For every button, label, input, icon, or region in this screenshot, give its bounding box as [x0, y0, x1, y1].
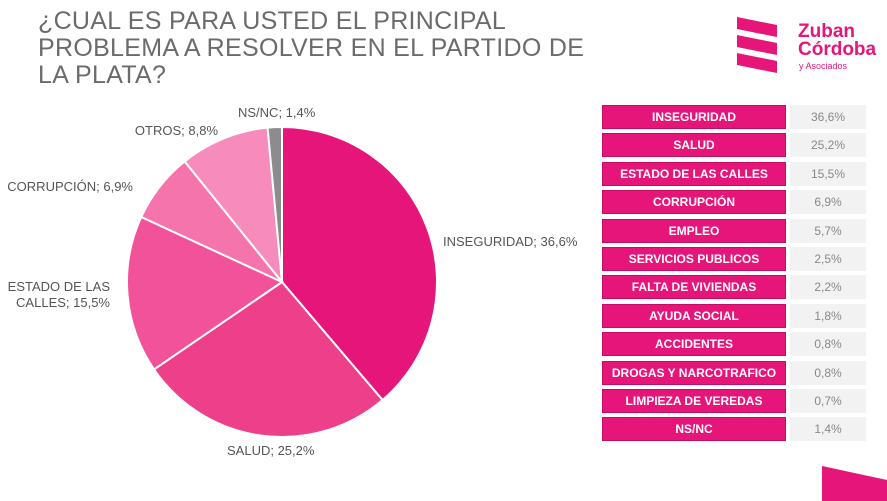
- pie-slice-estado-de-las-calles: [126, 215, 285, 371]
- table-row: NS/NC 1,4%: [602, 417, 866, 442]
- table-row: DROGAS Y NARCOTRAFICO 0,8%: [602, 360, 866, 385]
- corner-decoration: [822, 466, 887, 501]
- zuban-cordoba-logo: Zuban Córdoba y Asociados: [737, 17, 877, 77]
- table-row-value: 0,8%: [790, 360, 866, 385]
- logo-mark-icon: [737, 17, 777, 73]
- logo-line-3: y Asociados: [799, 61, 848, 71]
- table-row-label: DROGAS Y NARCOTRAFICO: [602, 360, 786, 385]
- pie-slice-inseguridad: [281, 125, 438, 402]
- table-row-label: INSEGURIDAD: [602, 105, 786, 129]
- table-row-label: LIMPIEZA DE VEREDAS: [602, 388, 786, 413]
- page-title: ¿CUAL ES PARA USTED EL PRINCIPAL PROBLEM…: [38, 7, 585, 89]
- table-row: INSEGURIDAD 36,6%: [602, 105, 866, 129]
- pie-slice-otros: [183, 126, 284, 286]
- table-row: SERVICIOS PUBLICOS 2,5%: [602, 246, 866, 271]
- table-row-label: NS/NC: [602, 417, 786, 442]
- table-row-value: 25,2%: [790, 133, 866, 158]
- logo-line-2: Córdoba: [798, 39, 877, 60]
- table-row-label: FALTA DE VIVIENDAS: [602, 275, 786, 300]
- table-row-label: EMPLEO: [602, 218, 786, 243]
- table-row-value: 0,8%: [790, 332, 866, 357]
- pie-label: SALUD; 25,2%: [227, 443, 315, 458]
- table-row-label: SERVICIOS PUBLICOS: [602, 246, 786, 271]
- results-table: INSEGURIDAD 36,6% SALUD 25,2% ESTADO DE LAS …: [602, 105, 866, 446]
- logo-line-1: Zuban: [798, 21, 855, 42]
- pie-label: CORRUPCIÓN; 6,9%: [7, 179, 133, 194]
- pie-label: INSEGURIDAD; 36,6%: [443, 234, 578, 249]
- pie-slice-ns-nc: [266, 125, 283, 283]
- table-row-label: AYUDA SOCIAL: [602, 303, 786, 328]
- table-row-value: 2,2%: [790, 275, 866, 300]
- table-row-value: 2,5%: [790, 246, 866, 271]
- table-row-label: SALUD: [602, 133, 786, 158]
- table-row-value: 5,7%: [790, 218, 866, 243]
- table-row-value: 6,9%: [790, 190, 866, 215]
- table-row-label: CORRUPCIÓN: [602, 190, 786, 215]
- pie-chart: INSEGURIDAD; 36,6% SALUD; 25,2% ESTADO DE …: [7, 105, 578, 458]
- pie-label: OTROS; 8,8%: [135, 123, 219, 138]
- table-row-value: 15,5%: [790, 161, 866, 186]
- pie-slice-salud: [152, 280, 384, 438]
- table-row: ACCIDENTES 0,8%: [602, 332, 866, 357]
- table-row-value: 1,8%: [790, 303, 866, 328]
- table-row: LIMPIEZA DE VEREDAS 0,7%: [602, 388, 866, 413]
- pie-label: ESTADO DE LAS CALLES; 15,5%: [8, 279, 111, 310]
- table-row: CORRUPCIÓN 6,9%: [602, 190, 866, 215]
- table-row-label: ACCIDENTES: [602, 332, 786, 357]
- table-row-label: ESTADO DE LAS CALLES: [602, 161, 786, 186]
- table-row-value: 0,7%: [790, 388, 866, 413]
- table-row: SALUD 25,2%: [602, 133, 866, 158]
- table-row: ESTADO DE LAS CALLES 15,5%: [602, 161, 866, 186]
- table-row-value: 36,6%: [790, 105, 866, 129]
- table-row: EMPLEO 5,7%: [602, 218, 866, 243]
- table-row: FALTA DE VIVIENDAS 2,2%: [602, 275, 866, 300]
- pie-label: NS/NC; 1,4%: [238, 105, 316, 120]
- table-row: AYUDA SOCIAL 1,8%: [602, 303, 866, 328]
- table-row-value: 1,4%: [790, 417, 866, 442]
